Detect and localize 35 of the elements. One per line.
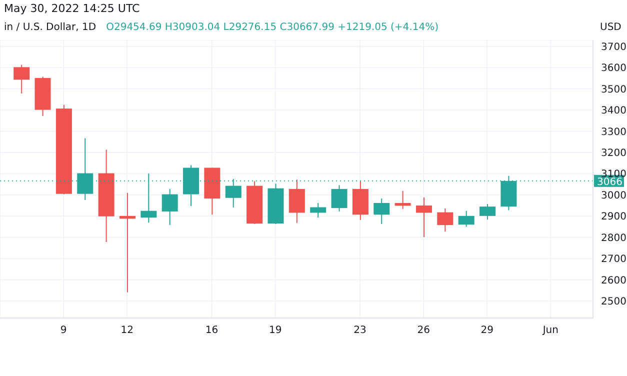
chart-subtitle: May 30, 2022 14:25 UTC: [4, 2, 140, 15]
y-tick-label: 2800: [601, 232, 626, 244]
candlestick: [394, 190, 411, 210]
y-tick-label: 3700: [601, 42, 626, 53]
y-tick-label: 3600: [601, 63, 626, 74]
x-tick-label: 12: [120, 325, 134, 336]
candlestick: [331, 184, 348, 212]
y-axis-title: USD: [600, 22, 622, 33]
chart-title: in / U.S. Dollar, 1D: [4, 22, 96, 33]
candlestick: [480, 204, 496, 220]
candlestick: [416, 196, 432, 238]
y-tick-label: 2700: [601, 254, 626, 266]
y-tick-label: 3200: [601, 148, 626, 160]
x-tick-label: 29: [480, 325, 494, 336]
candlestick: [374, 198, 390, 224]
y-tick-label: 3300: [601, 126, 626, 138]
x-tick-label: 19: [268, 325, 282, 336]
y-tick-label: 2900: [601, 212, 626, 223]
candlestick: [162, 188, 178, 226]
candlestick: [14, 64, 30, 94]
candlestick: [288, 179, 305, 224]
text: O29454.69 H30903.04 L29276.15 C30667.99 +1219.05 (+4.14%): [106, 22, 438, 33]
x-tick-label: 26: [417, 325, 430, 336]
candlestick: [458, 210, 474, 228]
y-tick-label: 2500: [601, 296, 626, 308]
y-tick-label: 3000: [601, 190, 626, 202]
candlestick: [437, 208, 454, 232]
y-tick-label: 2600: [601, 275, 626, 286]
x-tick-label: 23: [354, 325, 366, 336]
y-tick-label: 3500: [601, 84, 626, 96]
x-tick-label: Jun: [542, 325, 558, 336]
candlestick: [310, 202, 326, 218]
y-tick-label: 3400: [601, 106, 626, 117]
x-tick-label: 9: [60, 325, 67, 336]
x-tick-label: 16: [205, 325, 218, 336]
